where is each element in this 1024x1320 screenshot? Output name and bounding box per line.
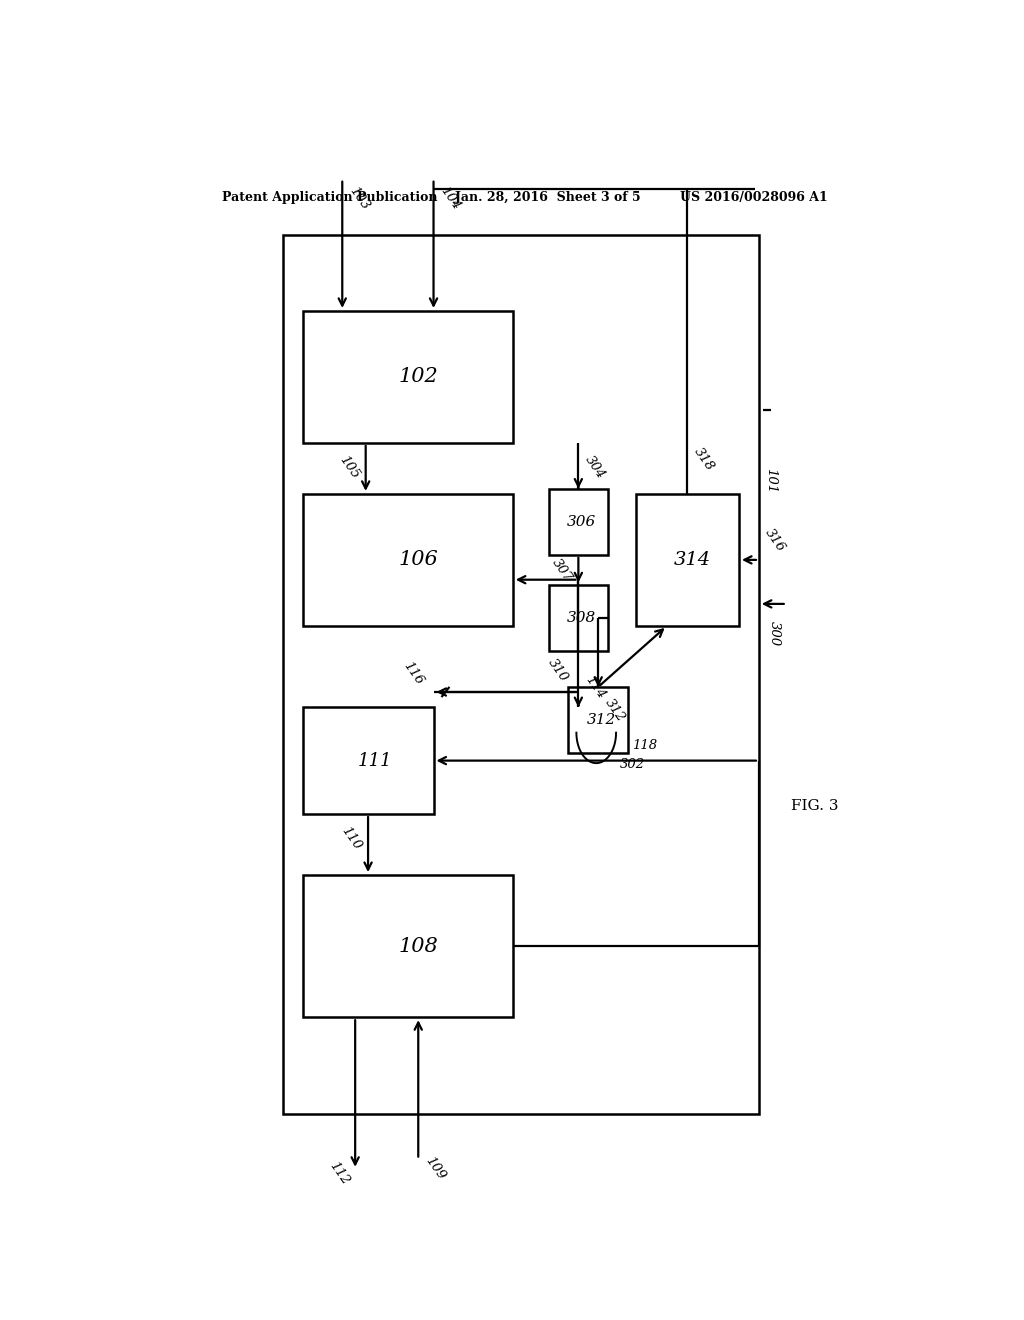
Bar (303, 494, 513, 626)
Text: 312: 312 (587, 713, 615, 727)
Text: 300: 300 (768, 622, 781, 647)
Text: 101: 101 (764, 469, 777, 494)
Text: 108: 108 (398, 937, 438, 956)
Text: 110: 110 (339, 824, 365, 853)
Text: 111: 111 (357, 751, 392, 770)
Text: 112: 112 (326, 1159, 351, 1188)
Text: 109: 109 (422, 1155, 447, 1183)
Text: 302: 302 (620, 758, 645, 771)
Text: 314: 314 (674, 550, 712, 569)
Text: 102: 102 (398, 367, 438, 387)
Text: 105: 105 (337, 453, 361, 482)
Bar (303, 312, 513, 444)
Text: 318: 318 (691, 445, 717, 474)
Bar (283, 235, 759, 1114)
Bar (303, 875, 513, 1018)
Text: 312: 312 (602, 696, 628, 723)
Bar (303, 708, 433, 814)
Text: FIG. 3: FIG. 3 (791, 799, 839, 813)
Text: 103: 103 (346, 183, 372, 211)
Text: 104: 104 (437, 183, 463, 211)
Text: 306: 306 (566, 515, 596, 529)
Text: 116: 116 (400, 659, 426, 686)
Bar (549, 585, 608, 651)
Text: 118: 118 (632, 739, 657, 752)
Text: 106: 106 (398, 550, 438, 569)
Text: 316: 316 (763, 527, 787, 554)
Text: 310: 310 (546, 656, 570, 685)
Text: 307: 307 (549, 556, 574, 583)
Bar (549, 488, 608, 554)
Bar (636, 494, 739, 626)
Text: 304: 304 (583, 453, 607, 482)
Text: 114: 114 (583, 673, 607, 701)
Bar (568, 686, 628, 752)
Text: 308: 308 (566, 611, 596, 626)
Text: Patent Application Publication    Jan. 28, 2016  Sheet 3 of 5         US 2016/00: Patent Application Publication Jan. 28, … (222, 190, 827, 203)
